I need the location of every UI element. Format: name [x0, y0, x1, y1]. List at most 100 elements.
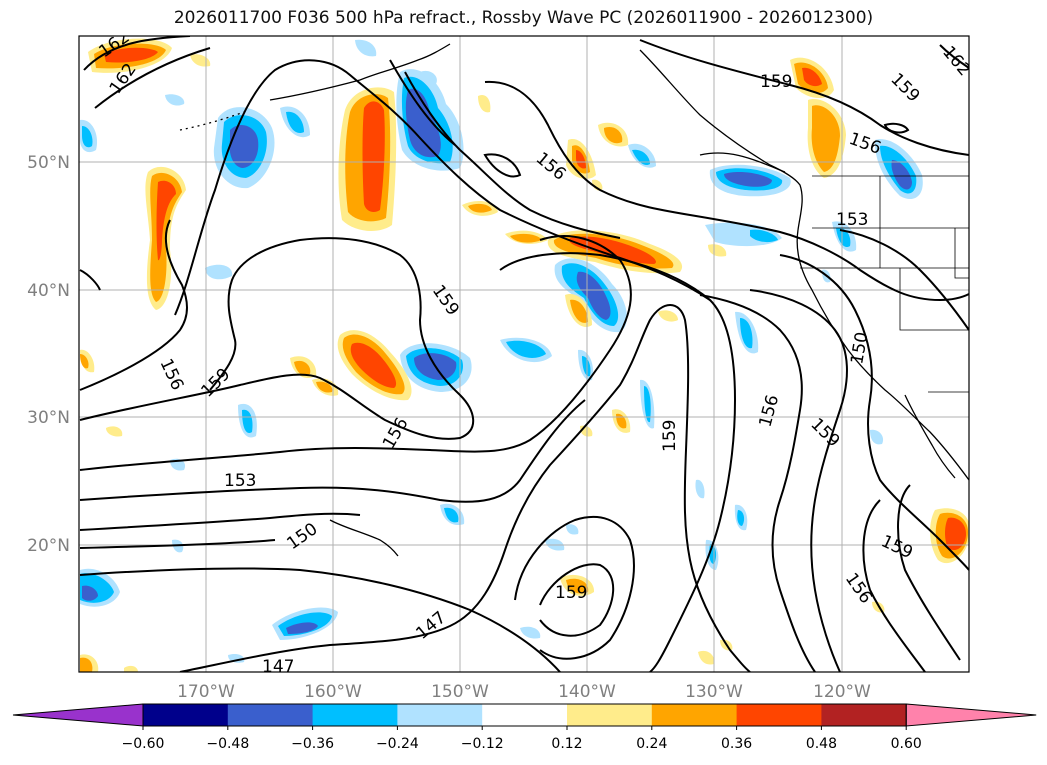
pos-blob	[930, 508, 969, 564]
colorbar-tick-label: 0.48	[806, 736, 837, 752]
contour-line	[779, 254, 969, 571]
contour-line	[79, 567, 561, 672]
colorbar-segment	[567, 704, 653, 726]
contour-line	[389, 59, 456, 146]
lon-label-170w: 170°W	[177, 682, 235, 702]
contour-line	[539, 563, 615, 637]
neg-blob	[695, 479, 705, 499]
neg-blob	[506, 340, 546, 358]
neg-blob	[632, 149, 650, 166]
colorbar-tick-label: 0.60	[891, 736, 922, 752]
neg-blob	[709, 164, 791, 197]
colorbar: −0.60 −0.48 −0.36 −0.24 −0.12 0.12 0.24 0.36 0.4…	[12, 703, 1037, 752]
neg-blob	[420, 70, 437, 85]
contour-line	[79, 269, 101, 291]
pos-blob	[807, 99, 846, 178]
contour-label: 156	[756, 393, 784, 430]
colorbar-segment	[312, 704, 398, 726]
neg-blob	[272, 607, 338, 640]
lon-label-120w: 120°W	[813, 682, 871, 702]
contour-line	[174, 59, 711, 316]
pos-blob	[190, 54, 211, 67]
pos-blob	[510, 233, 542, 243]
colorbar-segment	[397, 704, 483, 726]
alaska-aleutian-coast	[269, 43, 451, 101]
contour-line	[94, 47, 211, 109]
contour-label: 159	[555, 583, 587, 603]
contour-label: 159	[806, 414, 843, 451]
colorbar-extend-max	[905, 703, 1037, 727]
contour-line	[79, 512, 361, 531]
vancouver-island	[699, 152, 786, 173]
pos-blob	[478, 94, 491, 113]
political-borders	[800, 175, 969, 393]
colorbar-tick-label: −0.48	[206, 736, 249, 752]
colorbar-tick-label: 0.24	[636, 736, 667, 752]
contour-label: 159	[760, 72, 792, 92]
neg-blob	[80, 568, 120, 607]
british-columbia-coast	[639, 49, 803, 231]
contour-label: 150	[283, 519, 321, 554]
pos-blob	[566, 139, 596, 179]
neg-blob	[286, 111, 304, 134]
neg-blob	[737, 510, 745, 526]
us-west-coast	[796, 229, 969, 481]
colorbar-tick-label: 0.36	[721, 736, 752, 752]
contour-line	[939, 44, 969, 69]
neg-blob	[242, 409, 253, 434]
lon-label-150w: 150°W	[431, 682, 489, 702]
neg-blob	[740, 318, 753, 349]
pos-blob	[604, 126, 623, 144]
pos-blob	[337, 330, 412, 401]
contour-line	[83, 36, 191, 71]
colorbar-tick-label: −0.60	[122, 736, 165, 752]
pos-blob	[566, 578, 589, 594]
colorbar-outline	[142, 703, 907, 727]
hawaiian-islands	[329, 519, 399, 557]
pos-blob	[698, 650, 715, 665]
longitude-labels: 170°W 160°W 150°W 140°W 130°W 120°W	[177, 682, 871, 702]
contour-label: 159	[660, 420, 680, 452]
contour-label: 159	[428, 281, 463, 319]
pos-blob	[294, 360, 311, 376]
colorbar-tick-label: −0.36	[291, 736, 334, 752]
pos-blob	[658, 310, 678, 322]
contour-line	[839, 229, 969, 331]
neg-blob	[870, 429, 884, 445]
positive-anomaly-shading	[80, 38, 969, 672]
contour-line	[514, 515, 635, 660]
colorbar-segment	[143, 704, 229, 726]
contour-label: 156	[846, 129, 883, 159]
colorbar-tick-label: −0.12	[461, 736, 504, 752]
colorbar-segment	[482, 704, 568, 726]
neg-blob	[874, 139, 923, 200]
contour-label: 147	[412, 608, 450, 644]
lon-label-160w: 160°W	[304, 682, 362, 702]
contour-label: 150	[847, 330, 872, 365]
neg-blob	[444, 507, 459, 523]
lon-label-140w: 140°W	[558, 682, 616, 702]
latitude-labels: 50°N 40°N 30°N 20°N	[27, 153, 70, 556]
state-border	[954, 228, 969, 279]
lat-label-20n: 20°N	[27, 536, 70, 556]
coastlines	[179, 43, 969, 557]
map-plot-area: 162 162 159 156 156 159 156 153 150 147 …	[79, 36, 969, 672]
colorbar-segment	[227, 704, 314, 726]
contour-line	[484, 80, 969, 302]
lon-label-130w: 130°W	[685, 682, 743, 702]
neg-blob	[836, 227, 851, 248]
colorbar-segment	[651, 704, 738, 726]
colorbar-tick-label: −0.24	[376, 736, 419, 752]
contour-label: 159	[886, 69, 923, 106]
neg-blob	[205, 264, 233, 280]
contour-line	[79, 235, 632, 471]
pos-blob	[547, 230, 683, 274]
neg-blob	[750, 229, 778, 243]
pos-blob	[570, 299, 588, 323]
negative-anomaly-shading	[80, 39, 923, 663]
lat-label-30n: 30°N	[27, 408, 70, 428]
neg-blob	[644, 386, 651, 423]
map-gridlines	[79, 36, 969, 672]
state-border	[899, 268, 969, 331]
